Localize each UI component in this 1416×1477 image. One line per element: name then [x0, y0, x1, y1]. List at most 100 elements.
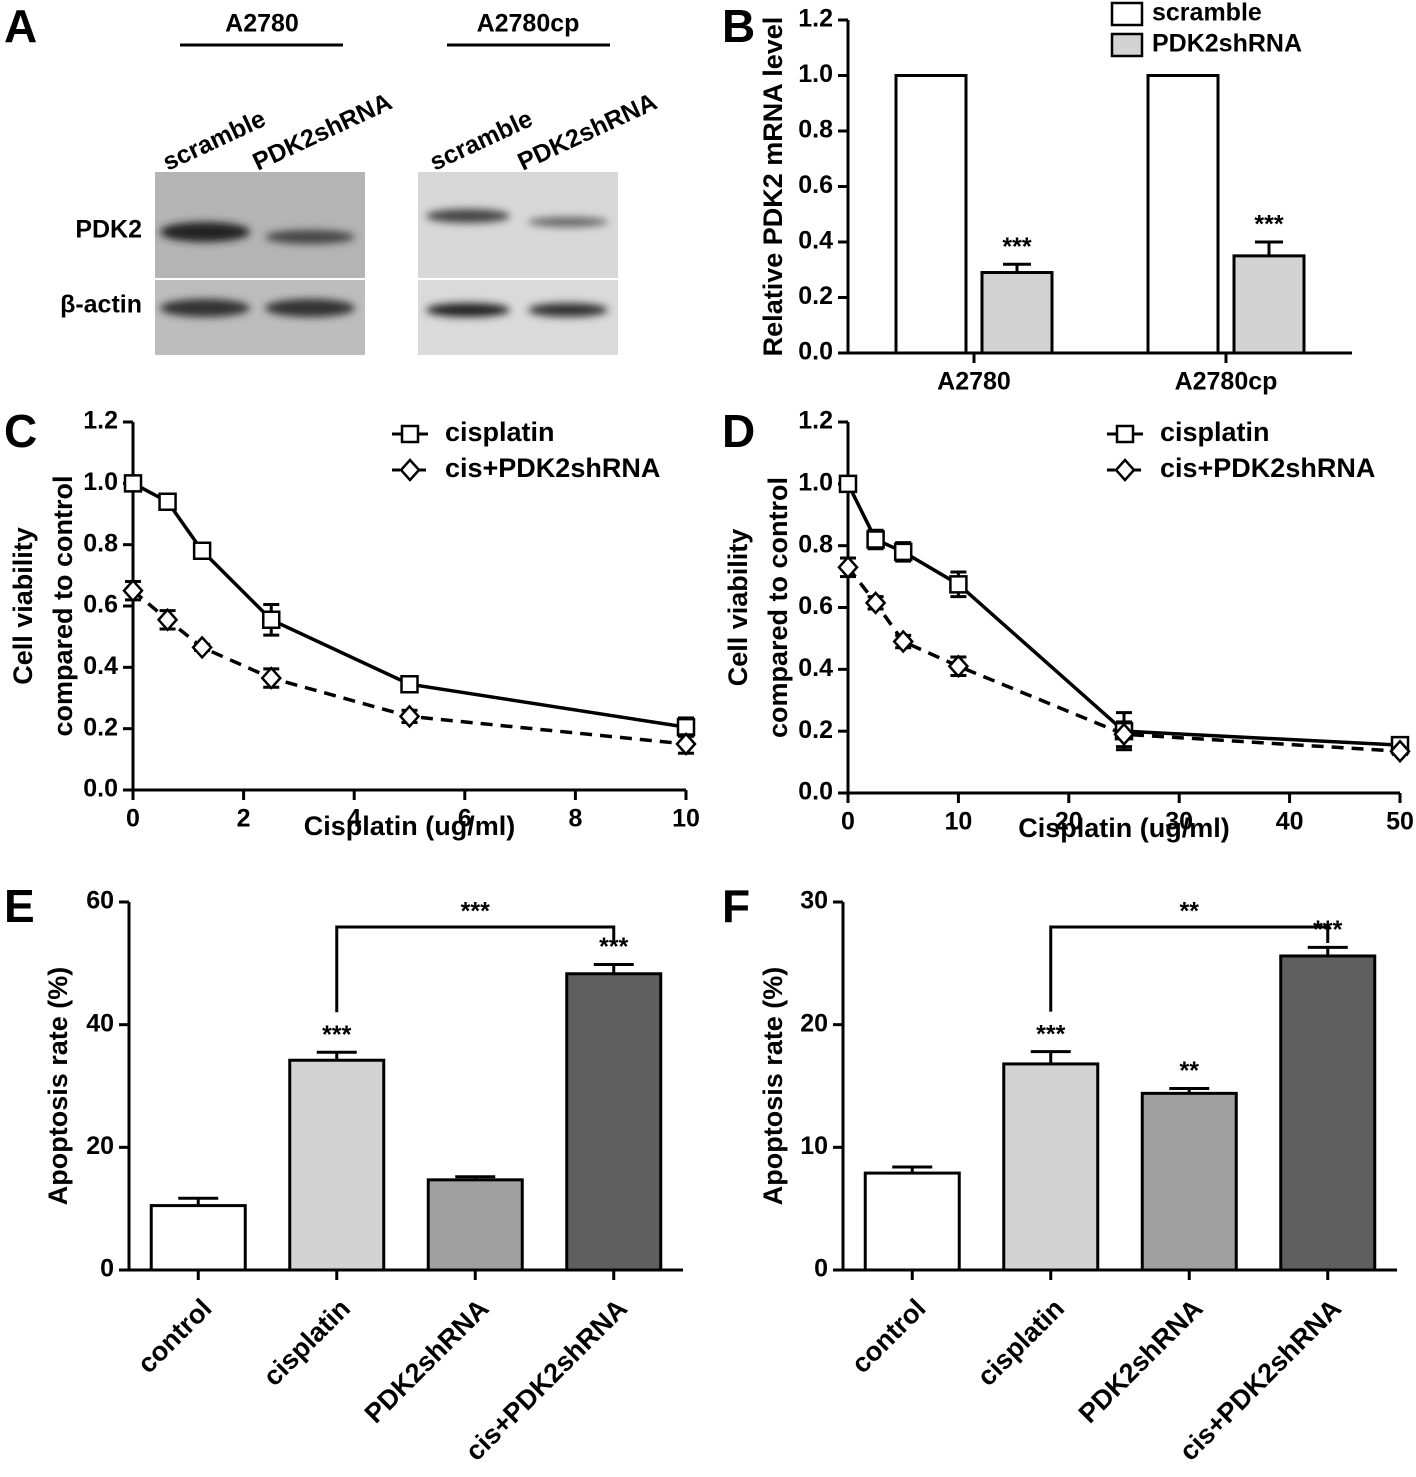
marker	[122, 578, 144, 603]
marker	[1389, 739, 1411, 764]
bar	[894, 74, 968, 355]
band	[426, 303, 510, 317]
x-tick-label: 10	[944, 808, 972, 836]
comparison-bracket	[335, 925, 616, 1013]
bar	[565, 972, 663, 1272]
x-axis-label: Cisplatin (ug/ml)	[304, 811, 516, 841]
lane-label: PDK2shRNA	[513, 88, 661, 177]
bar	[149, 1204, 247, 1272]
x-tick-label: control	[132, 1293, 218, 1379]
blot-panel	[418, 280, 618, 355]
band	[265, 299, 355, 317]
group-label: A2780cp	[477, 10, 580, 38]
bar	[1232, 254, 1306, 355]
panel-letter: C	[4, 405, 37, 457]
y-tick-label: 0.6	[798, 592, 833, 620]
error-bar	[593, 963, 634, 974]
lane-label: scramble	[158, 105, 269, 177]
y-tick-label: 0.2	[798, 716, 833, 744]
panel-letter: F	[722, 880, 750, 932]
band	[160, 299, 250, 317]
x-axis-label: Cisplatin (ug/ml)	[1018, 813, 1230, 843]
x-tick-label: 4	[347, 805, 361, 833]
y-tick-label: 1.2	[83, 407, 118, 435]
significance: ***	[322, 1021, 351, 1049]
y-axis-label: Cell viability	[8, 527, 38, 685]
bar	[980, 271, 1054, 355]
y-tick-label: 1.0	[83, 468, 118, 496]
panel-letter: A	[4, 0, 37, 52]
x-tick-label: 10	[672, 805, 700, 833]
x-tick-label: 2	[237, 805, 251, 833]
legend-label: cis+PDK2shRNA	[1160, 453, 1375, 483]
y-tick-label: 0.8	[83, 529, 118, 557]
marker	[400, 674, 419, 694]
marker	[949, 575, 968, 594]
legend-label: cisplatin	[445, 417, 555, 447]
marker	[837, 555, 859, 580]
significance: ***	[1036, 1020, 1065, 1048]
y-tick-label: 0.2	[83, 713, 118, 741]
legend-marker	[400, 424, 420, 444]
marker	[156, 607, 179, 632]
x-tick-label: 50	[1386, 808, 1414, 836]
series-line	[846, 566, 1401, 754]
marker	[864, 590, 887, 615]
band	[528, 303, 608, 317]
y-tick-label: 1.0	[798, 468, 833, 496]
y-tick-label: 0.6	[83, 591, 118, 619]
significance: ***	[1254, 211, 1283, 239]
significance: ***	[1002, 233, 1031, 261]
comparison-label: ***	[461, 898, 490, 926]
marker	[123, 474, 143, 493]
y-axis-label: Relative PDK2 mRNA level	[758, 17, 788, 357]
y-tick-label: 0.2	[798, 282, 833, 310]
x-tick-label: cisplatin	[971, 1293, 1070, 1392]
y-tick-label: 0.6	[798, 171, 833, 199]
y-tick-label: 1.0	[798, 60, 833, 88]
legend-label: cisplatin	[1160, 417, 1270, 447]
y-tick-label: 1.2	[798, 5, 833, 33]
band	[265, 230, 355, 244]
y-tick-label: 0.4	[798, 654, 833, 682]
x-tick-label: 40	[1276, 808, 1304, 836]
y-tick-label: 10	[800, 1132, 828, 1160]
x-tick-label: A2780	[937, 368, 1011, 396]
x-tick-label: 20	[1055, 808, 1083, 836]
legend-marker	[1115, 424, 1135, 444]
lane-label: PDK2shRNA	[248, 88, 396, 177]
y-tick-label: 0.0	[798, 778, 833, 806]
series-line	[131, 589, 687, 746]
blot-panel	[155, 280, 365, 355]
x-tick-label: 8	[568, 805, 582, 833]
error-bar	[1255, 240, 1283, 256]
marker	[191, 635, 213, 660]
row-label: β-actin	[60, 291, 142, 319]
bar	[1140, 1091, 1238, 1272]
x-tick-label: PDK2shRNA	[1073, 1293, 1209, 1429]
marker	[947, 654, 970, 679]
bar	[1146, 74, 1220, 355]
legend-label: PDK2shRNA	[1152, 30, 1302, 58]
band	[160, 222, 250, 242]
marker	[158, 492, 177, 511]
bar	[1279, 954, 1377, 1272]
marker	[262, 610, 281, 630]
y-tick-label: 20	[86, 1132, 114, 1160]
panel-letter: D	[722, 405, 755, 457]
y-tick-label: 0	[100, 1255, 114, 1283]
x-tick-label: 0	[841, 808, 855, 836]
bar	[288, 1058, 386, 1272]
y-tick-label: 0.4	[83, 652, 118, 680]
band	[528, 217, 608, 227]
y-axis-label: Cell viability	[723, 529, 753, 687]
marker	[893, 542, 913, 562]
comparison-bracket	[1049, 925, 1330, 1012]
y-tick-label: 60	[86, 887, 114, 915]
band	[426, 209, 510, 223]
y-tick-label: 20	[800, 1009, 828, 1037]
x-tick-label: 6	[458, 805, 472, 833]
legend-label: cis+PDK2shRNA	[445, 453, 660, 483]
marker	[192, 541, 212, 561]
